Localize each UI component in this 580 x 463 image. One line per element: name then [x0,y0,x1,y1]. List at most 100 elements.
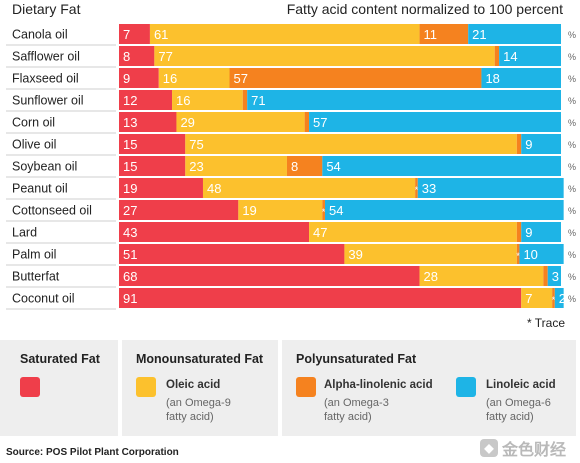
bar-segment-oleic [185,134,517,154]
legend-title-monounsaturated: Monounsaturated Fat [136,352,264,366]
data-label-linoleic: 14 [503,49,517,64]
legend-divider [118,340,122,436]
data-label-saturated: 91 [123,291,137,306]
data-label-alpha: 57 [234,71,248,86]
watermark-text: 金色财经 [501,442,566,459]
percent-label: % [568,140,576,150]
legend-title-polyunsaturated: Polyunsaturated Fat [296,352,417,366]
data-label-alpha: * [552,295,556,305]
legend-swatch-oleic [136,377,156,397]
data-label-linoleic: 57 [313,115,327,130]
bar-segment-alpha [516,244,520,264]
data-label-oleic: 28 [424,269,438,284]
data-label-linoleic: 9 [525,137,532,152]
bar-segment-saturated [119,24,150,44]
data-label-oleic: 7 [525,291,532,306]
category-label: Soybean oil [12,160,77,174]
bar-segment-saturated [119,288,522,308]
legend-divider [278,340,282,436]
bar-segment-oleic [238,200,323,220]
bar-segment-linoleic [547,266,561,286]
data-label-alpha: 11 [424,27,438,42]
bar-segment-linoleic [417,178,564,198]
bar-segment-saturated [119,90,173,110]
category-label: Olive oil [12,138,56,152]
bar-segment-oleic [149,24,420,44]
percent-label: % [568,272,576,282]
row-header: Dietary Fat [12,1,81,17]
data-label-linoleic: 2 [559,291,566,306]
data-label-oleic: 19 [242,203,256,218]
bar-segment-saturated [119,112,177,132]
category-label: Butterfat [12,270,60,284]
category-label: Corn oil [12,116,55,130]
legend-label-oleic: Oleic acid [166,379,221,391]
bar-segment-oleic [521,288,553,308]
data-label-linoleic: 10 [523,247,537,262]
bar-segment-saturated [119,134,186,154]
data-label-alpha: 8 [291,159,298,174]
data-label-saturated: 15 [123,159,137,174]
percent-label: % [568,118,576,128]
legend-swatch-saturated [20,377,40,397]
category-label: Palm oil [12,248,56,262]
bar-segment-alpha [242,90,248,110]
category-label: Sunflower oil [12,94,84,108]
bar-segment-alpha [516,134,522,154]
bar-segment-linoleic [499,46,561,66]
bar-segment-oleic [309,222,517,242]
bar-segment-linoleic [519,244,564,264]
data-label-oleic: 16 [163,71,177,86]
data-label-oleic: 77 [158,49,172,64]
source-note: Source: POS Pilot Plant Corporation [6,447,179,458]
category-label: Safflower oil [12,50,80,64]
data-label-linoleic: 18 [485,71,499,86]
percent-label: % [568,206,576,216]
data-label-oleic: 39 [348,247,362,262]
data-label-linoleic: 33 [422,181,436,196]
category-label: Lard [12,226,37,240]
bar-segment-saturated [119,178,203,198]
percent-label: % [568,52,576,62]
category-label: Cottonseed oil [12,204,92,218]
bar-segment-alpha [286,156,323,176]
bar-segment-linoleic [247,90,561,110]
data-label-saturated: 51 [123,247,137,262]
legend-swatch-linoleic [456,377,476,397]
percent-label: % [568,162,576,172]
legend-desc-oleic: (an Omega-9 fatty acid) [166,397,231,423]
category-label: Canola oil [12,28,68,42]
bar-segment-saturated [119,222,310,242]
percent-label: % [568,96,576,106]
data-label-saturated: 12 [123,93,137,108]
percent-label: % [568,184,576,194]
data-label-saturated: 13 [123,115,137,130]
data-label-saturated: 8 [123,49,130,64]
data-label-linoleic: 9 [525,225,532,240]
bar-segment-oleic [154,46,495,66]
bar-segment-oleic [185,156,287,176]
legend-swatch-alpha-linolenic [296,377,316,397]
legend-label-linoleic: Linoleic acid [486,379,556,391]
bar-segment-alpha [415,178,418,198]
bar-segment-alpha [229,68,482,88]
data-label-alpha: * [415,185,419,195]
bar-segment-linoleic [324,200,564,220]
bar-segment-oleic [419,266,544,286]
bar-segment-linoleic [554,288,564,308]
bar-segment-saturated [119,244,345,264]
bar-segment-alpha [543,266,548,286]
data-label-alpha: * [322,207,326,217]
bar-segment-oleic [158,68,230,88]
percent-label: % [568,228,576,238]
legend-title-saturated: Saturated Fat [20,352,100,366]
percent-label: % [568,74,576,84]
data-label-oleic: 29 [180,115,194,130]
data-label-oleic: 61 [154,27,168,42]
data-label-alpha: * [516,251,520,261]
data-label-saturated: 7 [123,27,130,42]
data-label-oleic: 48 [207,181,221,196]
bar-segment-linoleic [468,24,561,44]
data-label-saturated: 68 [123,269,137,284]
data-label-saturated: 9 [123,71,130,86]
